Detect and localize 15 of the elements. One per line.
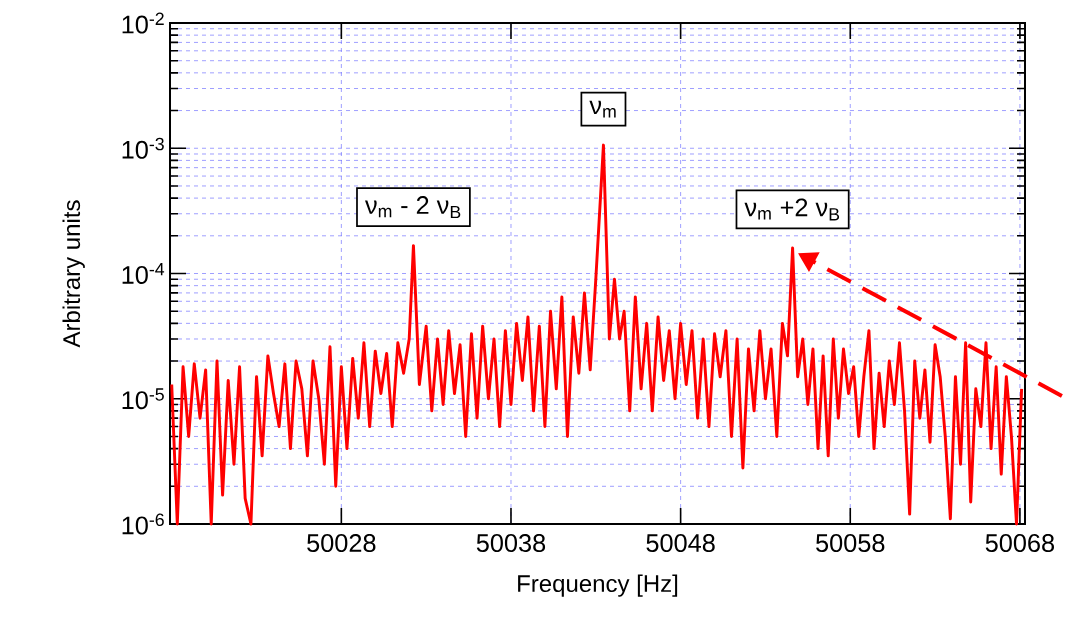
x-tick-label: 50058	[816, 534, 885, 552]
x-tick-label: 50048	[646, 534, 715, 552]
y-tick-label: 10$^{-3}$	[122, 137, 164, 159]
y-tick-label: 10$^{-5}$	[122, 388, 164, 410]
x-tick-label: 50068	[985, 534, 1055, 552]
annotation: ν$_{m}$	[589, 100, 616, 118]
annotation: ν$_{m}$ - 2 ν$_{B}$	[364, 196, 461, 219]
annotation: ν$_{m}$ +2 ν$_{B}$	[744, 198, 840, 221]
x-axis-title: Frequency [Hz]	[518, 574, 678, 597]
y-tick-label: 10$^{-4}$	[122, 263, 165, 284]
y-tick-label: 10$^{-2}$	[122, 12, 164, 34]
y-tick-label: 10$^{-6}$	[122, 513, 164, 535]
x-tick-label: 50028	[307, 534, 376, 552]
x-tick-label: 50038	[476, 534, 546, 552]
y-axis-title: Arbitrary units	[62, 200, 85, 348]
